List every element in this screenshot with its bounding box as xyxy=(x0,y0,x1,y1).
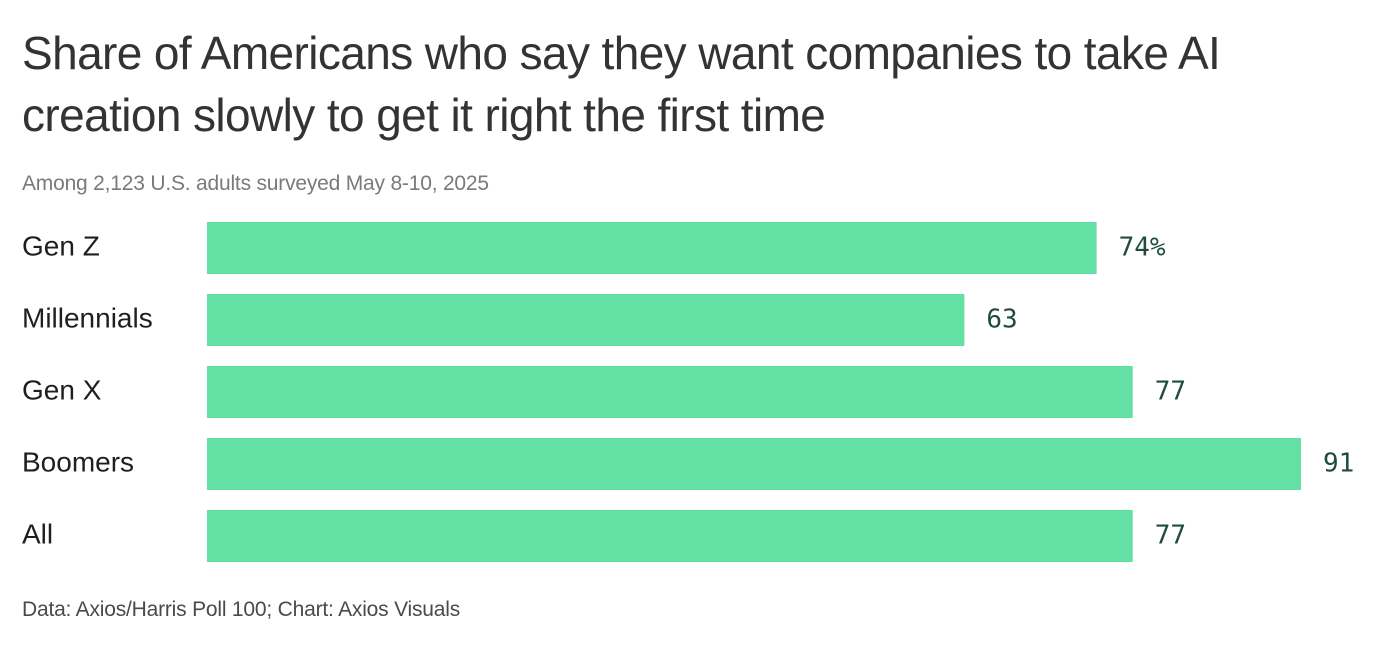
bar xyxy=(207,366,1133,418)
value-label: 77 xyxy=(1155,521,1186,551)
bar xyxy=(207,222,1097,274)
value-label: 74% xyxy=(1119,233,1166,263)
bar xyxy=(207,438,1301,490)
category-label: Millennials xyxy=(22,302,153,333)
bar-chart: Gen Z 74% Millennials 63 Gen X 77 Boomers 91 All… xyxy=(22,222,1354,562)
category-label: Gen Z xyxy=(22,230,100,261)
chart-subtitle: Among 2,123 U.S. adults surveyed May 8-1… xyxy=(22,172,489,195)
chart-title: Share of Americans who say they want com… xyxy=(22,27,1221,141)
category-label: Boomers xyxy=(22,446,134,477)
value-label: 91 xyxy=(1323,449,1354,479)
value-label: 77 xyxy=(1155,377,1186,407)
category-label: Gen X xyxy=(22,374,102,405)
chart-source-note: Data: Axios/Harris Poll 100; Chart: Axio… xyxy=(22,598,461,621)
bar xyxy=(207,510,1133,562)
category-label: All xyxy=(22,518,53,549)
value-label: 63 xyxy=(986,305,1017,335)
bar xyxy=(207,294,965,346)
